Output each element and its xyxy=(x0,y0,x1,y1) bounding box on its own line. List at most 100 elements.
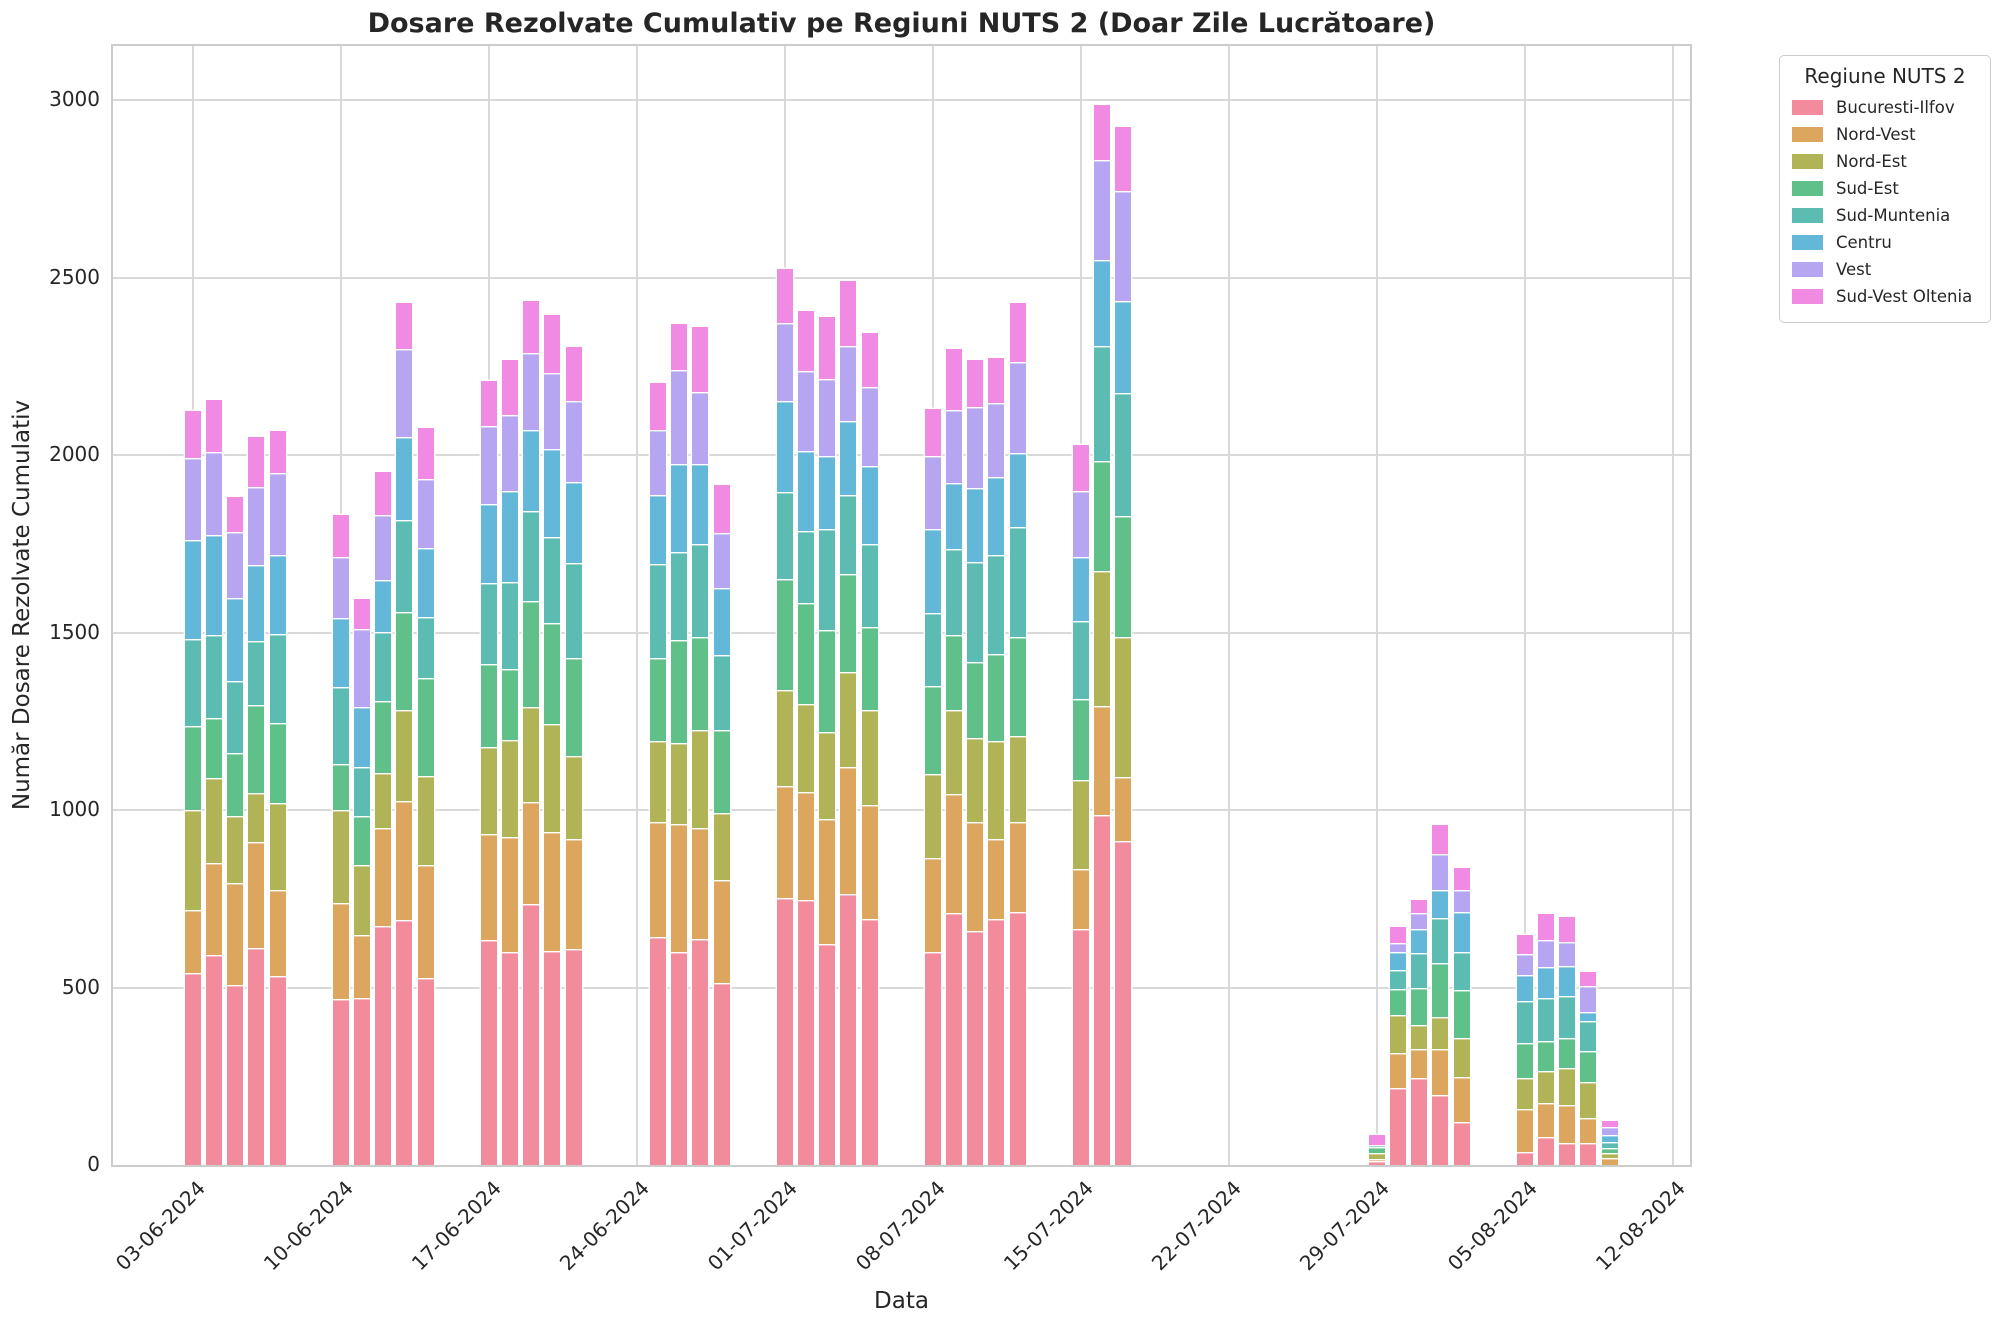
bar-segment-sud-muntenia xyxy=(269,634,286,723)
bar-segment-nord-est xyxy=(1073,779,1089,869)
y-gridline xyxy=(113,631,1690,634)
stacked-bar-27-06-2024 xyxy=(692,326,709,1165)
y-gridline xyxy=(113,99,1690,101)
bar-segment-vest xyxy=(692,391,709,465)
bar-segment-sud-muntenia xyxy=(1432,917,1449,963)
bar-segment-sud-est xyxy=(1009,637,1026,737)
bar-segment-nord-vest xyxy=(1453,1076,1470,1122)
y-tick-label: 1500 xyxy=(49,619,100,644)
bar-segment-sud-vest-oltenia xyxy=(840,281,857,346)
bar-segment-vest xyxy=(1073,491,1089,558)
bar-segment-bucuresti-ilfov xyxy=(692,938,709,1165)
bar-segment-sud-vest-oltenia xyxy=(946,348,963,410)
bar-segment-nord-est xyxy=(396,709,413,801)
bar-segment-sud-muntenia xyxy=(1517,1000,1533,1044)
bar-segment-bucuresti-ilfov xyxy=(565,948,582,1165)
bar-segment-sud-muntenia xyxy=(417,616,434,678)
bar-segment-centru xyxy=(692,464,709,545)
y-tick-label: 500 xyxy=(61,974,100,999)
bar-segment-sud-est xyxy=(417,677,434,776)
bar-segment-sud-muntenia xyxy=(925,612,941,686)
bar-segment-centru xyxy=(1601,1134,1618,1142)
bar-segment-nord-vest xyxy=(671,823,688,953)
plot-area xyxy=(111,44,1692,1167)
bar-segment-sud-est xyxy=(1538,1040,1555,1071)
bar-segment-sud-est xyxy=(650,657,667,741)
legend-entry: Nord-Vest xyxy=(1792,121,1978,148)
bar-segment-nord-est xyxy=(1369,1152,1385,1160)
bar-segment-bucuresti-ilfov xyxy=(544,950,561,1165)
bar-segment-sud-muntenia xyxy=(798,530,815,603)
bar-segment-sud-muntenia xyxy=(861,544,878,628)
bar-segment-bucuresti-ilfov xyxy=(1453,1121,1470,1165)
bar-segment-vest xyxy=(1601,1126,1618,1135)
bar-segment-sud-muntenia xyxy=(1390,969,1407,990)
bar-segment-sud-est xyxy=(1073,698,1089,780)
bar-segment-sud-vest-oltenia xyxy=(227,496,244,532)
bar-segment-sud-muntenia xyxy=(1601,1141,1618,1148)
bar-segment-nord-est xyxy=(1517,1078,1533,1110)
bar-segment-nord-vest xyxy=(819,819,836,945)
bar-segment-nord-est xyxy=(333,810,349,903)
bar-segment-nord-est xyxy=(1094,570,1111,706)
x-gridline xyxy=(1672,46,1674,1165)
bar-segment-bucuresti-ilfov xyxy=(798,900,815,1165)
bar-segment-sud-muntenia xyxy=(206,635,223,719)
bar-segment-sud-est xyxy=(333,763,349,810)
bar-segment-nord-vest xyxy=(798,791,815,901)
bar-segment-sud-est xyxy=(671,640,688,744)
stacked-bar-19-06-2024 xyxy=(523,300,540,1165)
bar-segment-centru xyxy=(840,421,857,496)
bar-segment-sud-muntenia xyxy=(502,581,519,670)
bar-segment-sud-muntenia xyxy=(1369,1145,1385,1148)
bar-segment-sud-est xyxy=(1601,1147,1618,1154)
bar-segment-vest xyxy=(565,401,582,482)
legend-entry: Nord-Est xyxy=(1792,148,1978,175)
bar-segment-sud-est xyxy=(248,705,265,793)
bar-segment-centru xyxy=(417,548,434,617)
legend-entry: Sud-Est xyxy=(1792,175,1978,202)
bar-segment-nord-vest xyxy=(248,841,265,949)
bar-segment-centru xyxy=(650,495,667,564)
x-axis-label: Data xyxy=(874,1288,929,1314)
stacked-bar-17-07-2024 xyxy=(1115,126,1132,1165)
bar-segment-centru xyxy=(502,490,519,582)
bar-segment-vest xyxy=(354,628,371,707)
bar-segment-vest xyxy=(925,455,941,529)
bar-segment-nord-vest xyxy=(185,910,201,973)
y-tick-label: 3000 xyxy=(49,87,100,111)
bar-segment-sud-est xyxy=(713,730,730,813)
bar-segment-nord-vest xyxy=(777,785,793,898)
bar-segment-centru xyxy=(1390,951,1407,970)
bar-segment-vest xyxy=(481,426,497,504)
bar-segment-centru xyxy=(544,449,561,538)
bar-segment-nord-vest xyxy=(502,836,519,952)
bar-segment-bucuresti-ilfov xyxy=(967,930,984,1165)
bar-segment-nord-vest xyxy=(544,832,561,951)
stacked-bar-02-07-2024 xyxy=(798,310,815,1165)
bar-segment-vest xyxy=(1580,986,1597,1012)
bar-segment-nord-est xyxy=(375,773,392,828)
bar-segment-vest xyxy=(650,430,667,496)
bar-segment-sud-muntenia xyxy=(1009,527,1026,638)
bar-segment-nord-est xyxy=(354,865,371,935)
stacked-bar-21-06-2024 xyxy=(565,346,582,1165)
bar-segment-nord-est xyxy=(988,740,1005,840)
stacked-bar-13-06-2024 xyxy=(396,303,413,1165)
bar-segment-nord-vest xyxy=(1580,1118,1597,1144)
bar-segment-sud-vest-oltenia xyxy=(354,599,371,629)
x-gridline xyxy=(1376,46,1378,1165)
y-tick-label: 2500 xyxy=(49,264,100,289)
bar-segment-sud-muntenia xyxy=(333,686,349,764)
bar-segment-sud-est xyxy=(544,623,561,725)
bar-segment-nord-est xyxy=(861,710,878,805)
bar-segment-sud-vest-oltenia xyxy=(650,382,667,431)
bar-segment-centru xyxy=(925,528,941,613)
legend-label: Sud-Vest Oltenia xyxy=(1836,287,1973,306)
bar-segment-centru xyxy=(988,476,1005,556)
bar-segment-nord-est xyxy=(248,792,265,842)
bar-segment-nord-est xyxy=(1432,1016,1449,1050)
bar-segment-nord-est xyxy=(269,802,286,891)
bar-segment-bucuresti-ilfov xyxy=(1580,1143,1597,1165)
bar-segment-sud-est xyxy=(946,634,963,711)
